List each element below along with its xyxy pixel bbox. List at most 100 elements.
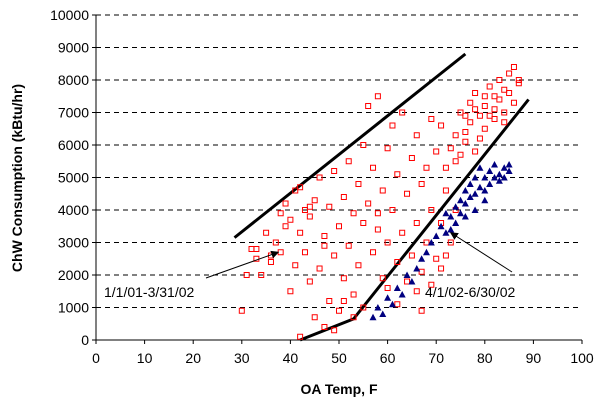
- data-point-square: [501, 119, 508, 126]
- data-point-square: [326, 203, 333, 210]
- data-point-square: [486, 112, 493, 119]
- data-point-square: [360, 304, 367, 311]
- data-point-triangle: [471, 190, 479, 197]
- data-point-square: [336, 307, 342, 314]
- x-tick-labels: 0 10 20 30 40 50 60 70 80 90 100: [92, 350, 594, 366]
- annotation-arrow: [205, 250, 280, 279]
- data-point-triangle: [476, 183, 484, 191]
- data-point-square: [379, 187, 386, 194]
- data-point-triangle: [427, 239, 435, 246]
- data-point-square: [428, 281, 435, 288]
- data-point-square: [306, 213, 313, 220]
- axes: [92, 14, 583, 344]
- data-point-square: [472, 148, 479, 155]
- annotations: 1/1/01-3/31/02 4/1/02-6/30/02: [104, 232, 516, 300]
- data-point-square: [457, 109, 464, 116]
- x-tick-label: 30: [234, 350, 250, 366]
- data-point-square: [404, 190, 411, 197]
- data-point-square: [316, 265, 323, 272]
- data-point-square: [355, 181, 362, 187]
- data-point-square: [277, 210, 284, 217]
- data-point-square: [253, 246, 260, 252]
- data-point-square: [486, 83, 493, 90]
- x-tick-label: 20: [185, 350, 201, 366]
- data-point-square: [287, 216, 294, 223]
- data-point-triangle: [408, 278, 416, 285]
- data-point-triangle: [452, 203, 460, 210]
- data-point-square: [306, 278, 313, 285]
- data-point-square: [360, 142, 367, 148]
- x-tick-label: 100: [570, 350, 594, 366]
- data-point-triangle: [384, 294, 392, 301]
- y-tick-label: 10000: [50, 7, 89, 23]
- x-tick-label: 90: [526, 350, 542, 366]
- data-point-triangle: [413, 265, 421, 272]
- annotation-label: 1/1/01-3/31/02: [104, 284, 195, 300]
- data-point-triangle: [481, 187, 489, 194]
- y-tick-label: 8000: [58, 72, 89, 88]
- data-point-square: [481, 125, 488, 132]
- data-point-square: [365, 200, 372, 207]
- data-point-square: [399, 109, 406, 116]
- x-tick-label: 50: [331, 350, 347, 366]
- data-point-square: [413, 132, 420, 139]
- data-point-triangle: [481, 196, 489, 204]
- data-point-square: [389, 122, 396, 129]
- data-point-square: [384, 239, 391, 246]
- data-point-square: [472, 106, 479, 113]
- data-point-triangle: [388, 300, 396, 308]
- data-point-square: [311, 314, 318, 321]
- data-point-triangle: [471, 206, 479, 213]
- x-tick-label: 0: [92, 350, 100, 366]
- data-point-triangle: [447, 213, 455, 220]
- data-point-triangle: [457, 209, 464, 217]
- data-point-square: [496, 96, 503, 103]
- data-point-square: [447, 239, 454, 246]
- y-tick-label: 6000: [58, 137, 89, 153]
- data-point-square: [360, 220, 367, 226]
- data-point-square: [501, 86, 508, 93]
- data-point-square: [462, 112, 469, 119]
- data-point-square: [413, 220, 420, 226]
- data-point-square: [379, 275, 386, 282]
- data-point-square: [457, 151, 464, 158]
- data-point-square: [394, 301, 401, 308]
- data-point-square: [311, 197, 318, 204]
- bound-line: [233, 52, 467, 239]
- data-point-square: [331, 252, 338, 259]
- data-point-square: [321, 233, 328, 239]
- data-point-square: [282, 223, 289, 230]
- data-point-triangle: [418, 255, 426, 262]
- data-point-triangle: [505, 167, 513, 174]
- data-point-square: [340, 194, 347, 200]
- data-point-square: [510, 99, 517, 106]
- data-point-square: [481, 103, 488, 109]
- data-point-square: [462, 129, 469, 135]
- data-point-triangle: [437, 222, 445, 230]
- data-point-square: [408, 155, 415, 161]
- data-point-square: [374, 226, 381, 233]
- data-point-triangle: [403, 271, 411, 278]
- y-tick-label: 4000: [58, 202, 89, 218]
- data-point-triangle: [505, 161, 513, 168]
- data-point-square: [442, 164, 449, 171]
- data-point-square: [355, 262, 362, 269]
- data-point-square: [340, 298, 347, 304]
- data-point-square: [301, 249, 308, 256]
- data-point-square: [438, 265, 445, 272]
- data-point-square: [491, 106, 498, 113]
- data-point-triangle: [466, 193, 474, 200]
- data-point-triangle: [432, 232, 440, 239]
- data-point-square: [433, 148, 440, 155]
- data-point-square: [428, 116, 435, 122]
- y-tick-label: 1000: [58, 300, 89, 316]
- data-point-triangle: [379, 310, 387, 317]
- y-tick-label: 9000: [58, 40, 89, 56]
- y-tick-label: 7000: [58, 105, 89, 121]
- data-point-triangle: [374, 304, 382, 311]
- data-point-square: [404, 278, 411, 285]
- data-point-square: [496, 77, 503, 83]
- data-point-square: [491, 116, 498, 122]
- data-point-square: [452, 132, 459, 139]
